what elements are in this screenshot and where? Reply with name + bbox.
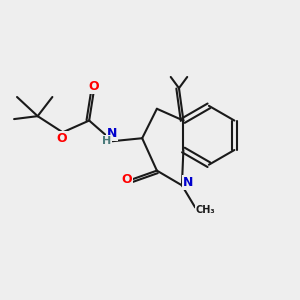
Text: O: O	[88, 80, 99, 93]
Text: N: N	[107, 127, 117, 140]
Text: O: O	[121, 173, 132, 186]
Text: N: N	[183, 176, 194, 189]
Text: H: H	[102, 136, 111, 146]
Text: CH₃: CH₃	[196, 206, 215, 215]
Text: O: O	[57, 132, 68, 145]
